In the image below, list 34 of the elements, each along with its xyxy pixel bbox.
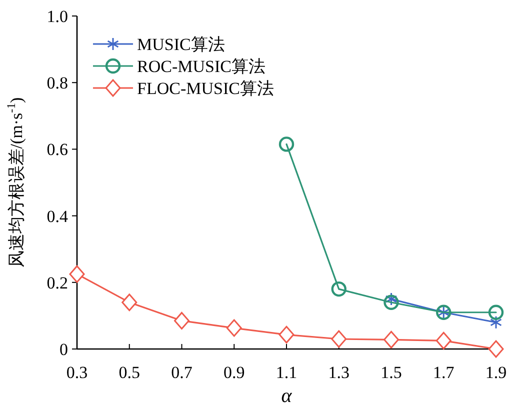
- y-tick-label: 0.6: [46, 140, 68, 160]
- y-tick-label: 1.0: [46, 7, 68, 26]
- point: [278, 326, 294, 344]
- y-tick-label: 0.2: [46, 273, 68, 292]
- y-tick-label: 0.4: [46, 206, 68, 226]
- x-tick-label: 1.5: [380, 363, 402, 382]
- x-tick-label: 1.7: [433, 363, 455, 382]
- x-tick-label: 0.9: [224, 363, 245, 382]
- y-tick-label: 0: [60, 340, 68, 359]
- point: [226, 319, 242, 337]
- point: [385, 292, 398, 306]
- x-tick-label: 1.1: [276, 363, 298, 382]
- point: [436, 332, 452, 350]
- point: [331, 330, 347, 348]
- x-tick-label: 0.3: [66, 363, 88, 382]
- point: [122, 294, 138, 312]
- x-tick-label: 0.5: [118, 363, 140, 382]
- x-tick-label: 1.9: [485, 363, 507, 382]
- point: [174, 312, 190, 330]
- x-tick-label: 0.7: [171, 363, 193, 382]
- point: [384, 294, 399, 310]
- x-tick-label: 1.3: [328, 363, 350, 382]
- point: [69, 265, 85, 283]
- legend-label: MUSIC算法: [137, 35, 225, 54]
- y-tick-label: 0.8: [46, 74, 68, 93]
- point: [331, 281, 346, 297]
- point: [488, 340, 504, 358]
- point: [490, 316, 502, 330]
- point: [384, 330, 399, 348]
- legend-label: ROC-MUSIC算法: [137, 57, 266, 76]
- point: [488, 304, 504, 320]
- legend-label: FLOC-MUSIC算法: [137, 79, 274, 98]
- point: [278, 136, 294, 152]
- x-axis-title: α: [281, 385, 292, 407]
